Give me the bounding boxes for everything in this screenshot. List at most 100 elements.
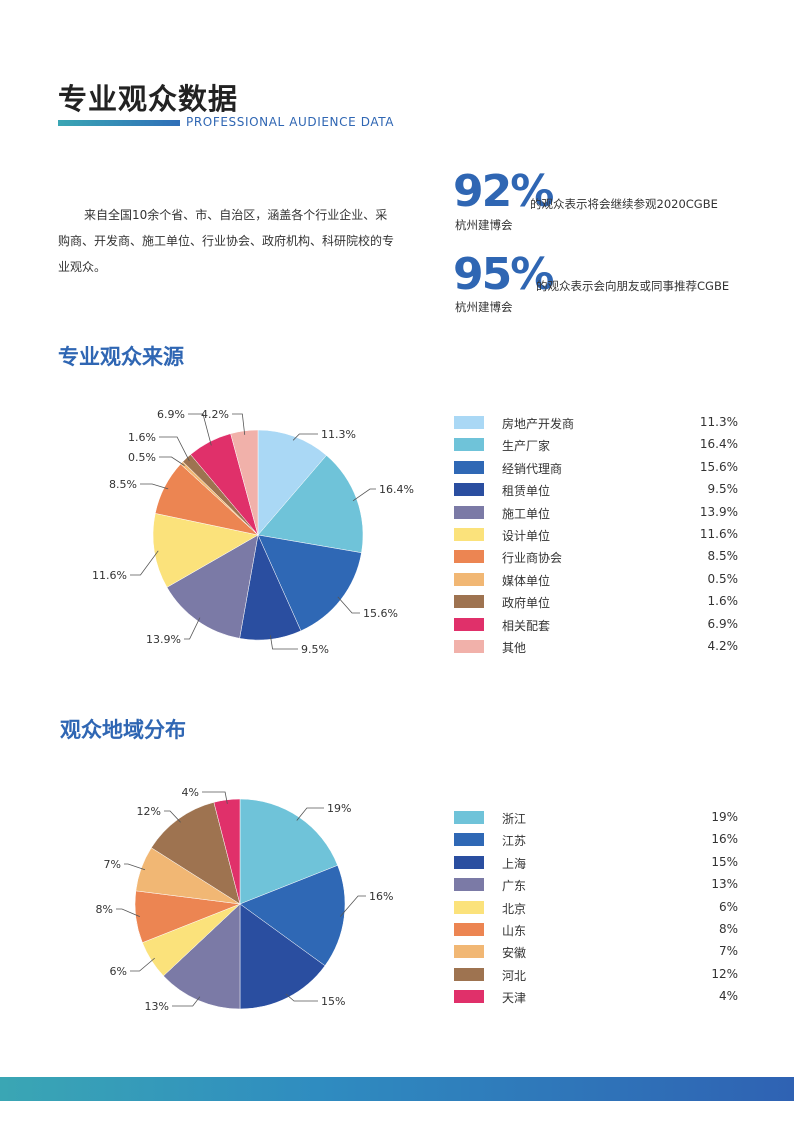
legend-1-row: 设计单位 11.6% xyxy=(454,526,738,544)
legend-2-row: 上海 15% xyxy=(454,854,738,872)
footer-bar xyxy=(0,1077,794,1101)
legend-2-swatch xyxy=(454,878,484,892)
pie-2-leader-3 xyxy=(172,996,201,1007)
pie-1-leader-2 xyxy=(337,596,360,614)
legend-1-value: 9.5% xyxy=(707,482,739,497)
section-title-region-distribution: 观众地域分布 xyxy=(60,718,186,742)
pie-1-label-5: 11.6% xyxy=(92,569,127,582)
legend-1-row: 行业商协会 8.5% xyxy=(454,548,738,566)
pie-1-slice-0 xyxy=(257,429,327,536)
legend-2-row: 天津 4% xyxy=(454,988,738,1006)
legend-2-label: 上海 xyxy=(502,856,527,871)
pie-1-leader-7 xyxy=(159,456,185,466)
pie-2-slice-1 xyxy=(239,865,346,967)
legend-1-row: 生产厂家 16.4% xyxy=(454,436,738,454)
legend-1-value: 11.6% xyxy=(699,527,738,541)
legend-1-row: 政府单位 1.6% xyxy=(454,593,738,611)
pie-2-label-4: 6% xyxy=(110,965,127,978)
pie-1-label-0: 11.3% xyxy=(321,428,356,441)
pie-2-label-8: 4% xyxy=(182,786,199,799)
legend-1-swatch xyxy=(454,438,484,452)
pie-2-label-3: 13% xyxy=(145,1000,169,1013)
stat-1-text: 的观众表示将会继续参观2020CGBE xyxy=(530,197,718,211)
legend-1-swatch xyxy=(454,572,484,586)
legend-1-swatch xyxy=(454,595,484,609)
pie-2-leader-1 xyxy=(339,895,366,917)
legend-2-swatch xyxy=(454,811,484,824)
legend-2-swatch xyxy=(454,855,484,869)
stat-2-number: 95% xyxy=(453,249,554,300)
pie-1-label-9: 6.9% xyxy=(157,408,185,421)
title-rule xyxy=(58,120,180,126)
pie-1-leader-4 xyxy=(184,617,201,640)
legend-2-swatch xyxy=(454,833,484,847)
legend-1-swatch xyxy=(454,416,484,429)
pie-1-leader-3 xyxy=(269,635,298,650)
pie-2-leader-4 xyxy=(130,957,155,972)
pie-1-label-4: 13.9% xyxy=(146,633,181,646)
legend-2-label: 江苏 xyxy=(502,834,527,849)
pie-1-label-2: 15.6% xyxy=(363,607,398,620)
legend-1-label: 行业商协会 xyxy=(502,551,563,566)
pie-2-label-1: 16% xyxy=(369,890,393,903)
audience-source-pie-chart: 11.3% 16.4% 15.6% 9.5% 13.9% 11.6% 8.5% 0.5% 1.6… xyxy=(92,408,414,656)
legend-1-value: 15.6% xyxy=(699,459,738,474)
legend-2-value: 13% xyxy=(711,877,738,892)
legend-1-row: 施工单位 13.9% xyxy=(454,504,738,522)
legend-1-label: 政府单位 xyxy=(502,596,551,611)
legend-1-value: 6.9% xyxy=(707,616,739,631)
pie-1-label-8: 1.6% xyxy=(128,431,156,444)
legend-2-value: 12% xyxy=(711,966,738,981)
legend-1-swatch xyxy=(454,550,484,564)
legend-2-swatch xyxy=(454,967,484,981)
pie-2-slice-7 xyxy=(151,801,241,905)
pie-1-leader-0 xyxy=(292,433,318,441)
legend-1-label: 经销代理商 xyxy=(502,461,563,476)
pie-1-label-1: 16.4% xyxy=(379,483,414,496)
pie-1-slice-5 xyxy=(152,513,259,588)
pie-2-label-5: 8% xyxy=(96,903,113,916)
legend-1-row: 其他 4.2% xyxy=(454,638,738,656)
legend-1-label: 其他 xyxy=(502,641,527,655)
legend-1-row: 相关配套 6.9% xyxy=(454,616,738,634)
pie-2-leader-0 xyxy=(296,807,324,821)
legend-1-label: 设计单位 xyxy=(502,529,551,543)
pie-1-leader-6 xyxy=(140,483,169,490)
legend-2-row: 河北 12% xyxy=(454,966,738,984)
pie-1-label-3: 9.5% xyxy=(301,643,329,656)
legend-2-row: 北京 6% xyxy=(454,899,738,917)
pie-1-slice-4 xyxy=(166,534,259,639)
pie-2-slice-3 xyxy=(163,903,241,1010)
legend-1-label: 媒体单位 xyxy=(502,573,551,588)
legend-2-label: 安徽 xyxy=(502,946,527,961)
legend-1-label: 相关配套 xyxy=(502,618,551,633)
pie-2-label-6: 7% xyxy=(104,858,121,871)
legend-1-value: 0.5% xyxy=(707,571,739,586)
legend-2-row: 安徽 7% xyxy=(454,943,738,961)
legend-1-row: 媒体单位 0.5% xyxy=(454,571,738,589)
legend-1-value: 16.4% xyxy=(699,437,738,452)
legend-1-value: 4.2% xyxy=(707,639,739,653)
region-distribution-pie-chart: 19% 16% 15% 13% 6% 8% 7% 12% 4% xyxy=(96,786,394,1013)
legend-2-value: 6% xyxy=(718,899,738,914)
legend-2-label: 广东 xyxy=(502,879,527,894)
legend-2-swatch xyxy=(454,945,484,959)
legend-1-swatch xyxy=(454,528,484,541)
legend-2-value: 19% xyxy=(711,810,738,824)
legend-2-value: 4% xyxy=(718,989,738,1004)
legend-1-row: 房地产开发商 11.3% xyxy=(454,414,738,432)
legend-1-swatch xyxy=(454,640,484,653)
pie-1-leader-8 xyxy=(159,436,190,462)
legend-1-swatch xyxy=(454,460,484,474)
page-subtitle: PROFESSIONAL AUDIENCE DATA xyxy=(186,115,395,129)
audience-source-legend: 房地产开发商 11.3% 生产厂家 16.4% 经销代理商 15.6% 租赁单位 9.5% 施工… xyxy=(454,414,738,664)
legend-2-row: 浙江 19% xyxy=(454,809,738,827)
section-title-audience-source: 专业观众来源 xyxy=(58,345,184,369)
legend-2-label: 天津 xyxy=(502,991,527,1006)
legend-2-value: 7% xyxy=(718,944,738,959)
pie-2-label-7: 12% xyxy=(137,805,161,818)
legend-1-label: 施工单位 xyxy=(502,506,551,521)
page-title: 专业观众数据 xyxy=(58,82,239,116)
pie-1-leader-5 xyxy=(130,550,159,576)
legend-1-swatch xyxy=(454,617,484,631)
